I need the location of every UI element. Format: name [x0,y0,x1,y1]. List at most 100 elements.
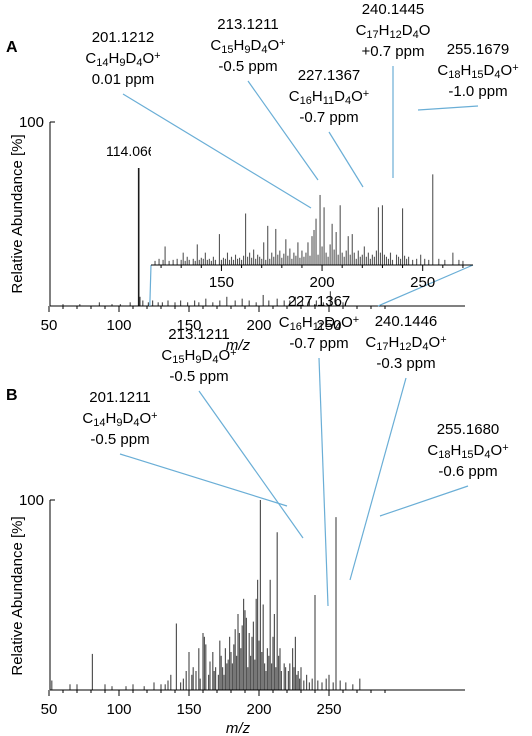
inset-connector-right [377,264,474,307]
formula-part: C [289,88,300,105]
formula-part: 12 [390,29,402,41]
annotation-leader-line [247,80,319,181]
panel-letter: B [6,387,18,404]
formula-part: + [279,37,285,49]
formula-part: C [161,347,172,364]
formula-part: O [267,37,279,54]
formula-part: 4 [484,449,490,461]
annotation-formula: C16H11D4O+ [279,314,359,333]
formula-part: 14 [93,417,105,429]
formula-part: 4 [345,95,351,107]
annotation-ppm: 0.01 ppm [92,71,155,88]
annotation-ppm: -0.7 ppm [289,335,348,352]
annotation-formula: C17H12D4O [356,22,431,41]
formula-part: + [353,314,359,326]
formula-part: H [109,50,120,67]
panel-b: B 100 50 100 150 200 250 Relative Abundance [%]… [6,293,509,736]
formula-part: D [324,314,335,331]
annotation-ppm: -0.7 ppm [299,109,358,126]
formula-part: 4 [494,69,500,81]
axes: 100 50 100 150 200 250 [19,114,465,334]
inset-connector-left [149,264,152,307]
formula-part: + [363,88,369,100]
annotation-mz: 240.1445 [362,1,425,18]
main-peak-label: 114.0664 [106,143,164,159]
formula-part: 4 [136,57,142,69]
annotation-mz: 227.1367 [288,293,351,310]
formula-part: + [151,410,157,422]
annotation-ppm: -0.5 ppm [90,431,149,448]
formula-part: C [279,314,290,331]
annotation-leader-line [318,357,329,607]
annotation-mz: 240.1446 [375,313,438,330]
annotation-mz: 227.1367 [298,67,361,84]
annotation-formula: C18H15D4O+ [437,62,518,81]
formula-part: O [218,347,230,364]
formula-part: 11 [323,95,334,107]
formula-part: 4 [335,321,341,333]
formula-part: 9 [195,354,201,366]
annotation-mz: 201.1211 [89,389,150,406]
annotation-formula: C15H9D4O+ [161,347,236,366]
formula-part: C [427,442,438,459]
formula-part: D [334,88,345,105]
axes: 100 50 100 150 200 250 [19,492,465,718]
formula-part: 9 [116,417,122,429]
formula-part: H [185,347,196,364]
formula-part: 9 [119,57,125,69]
annotation-formula: C14H9D4O+ [85,50,160,69]
formula-part: C [82,410,93,427]
formula-part: 16 [300,95,312,107]
x-tick-label: 100 [106,317,131,334]
formula-part: O [491,442,503,459]
y-axis-label: Relative Abundance [%] [9,134,26,293]
annotation-ppm: -1.0 ppm [448,83,507,100]
x-tick-label: 250 [316,317,341,334]
formula-part: H [450,442,461,459]
inset: 150 200 250 [149,92,474,307]
formula-part: C [210,37,221,54]
formula-part: 18 [448,69,460,81]
x-tick-label: 200 [246,701,271,718]
annotation-leader-line [198,390,304,539]
formula-part: 18 [438,449,450,461]
x-axis-label: m/z [226,337,251,354]
annotation-mz: 255.1680 [437,421,500,438]
formula-part: C [365,334,376,351]
formula-part: 16 [290,321,302,333]
x-tick-label: 50 [41,317,58,334]
annotation-mz: 213.1211 [217,16,278,33]
annotation-leader-line [349,377,407,581]
formula-part: D [474,442,485,459]
formula-part: O [429,334,441,351]
formula-part: O [341,314,353,331]
annotation-formula: C14H9D4O+ [82,410,157,429]
annotation-ppm: -0.3 ppm [376,355,435,372]
formula-part: H [379,22,390,39]
annotation-formula: C15H9D4O+ [210,37,285,56]
formula-part: H [460,62,471,79]
formula-part: D [250,37,261,54]
formula-part: H [234,37,245,54]
formula-part: 14 [96,57,108,69]
formula-part: 11 [313,321,324,333]
formula-part: H [302,314,313,331]
formula-part: + [230,347,236,359]
annotation-leader-line [119,453,288,507]
formula-part: 4 [261,44,267,56]
x-axis-label: m/z [226,720,251,736]
formula-part: 15 [471,69,483,81]
formula-part: O [139,410,151,427]
formula-part: 15 [172,354,184,366]
panel-a: A 114.0664 100 50 100 150 200 250 Relative Abund… [6,1,519,354]
formula-part: + [502,442,508,454]
peaks [51,500,361,690]
formula-part: H [106,410,117,427]
x-tick-label: 200 [246,317,271,334]
inset-x-tick-label: 250 [410,274,435,291]
x-tick-label: 100 [106,701,131,718]
formula-part: D [125,50,136,67]
formula-part: D [412,334,423,351]
